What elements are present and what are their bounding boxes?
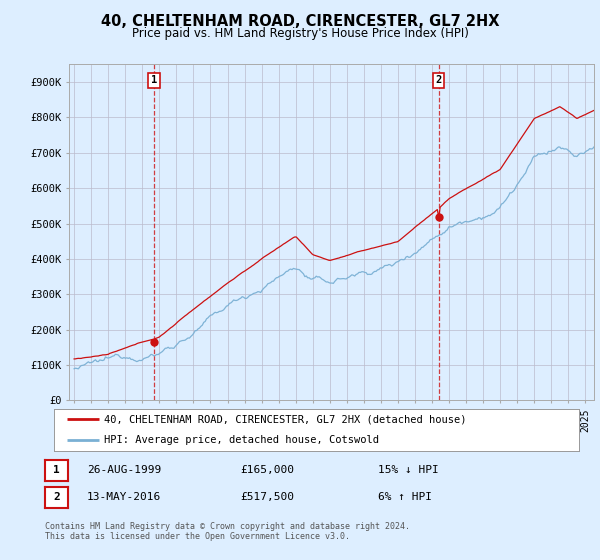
Text: Contains HM Land Registry data © Crown copyright and database right 2024.
This d: Contains HM Land Registry data © Crown c… (45, 522, 410, 542)
Text: 2: 2 (53, 492, 60, 502)
Text: 13-MAY-2016: 13-MAY-2016 (87, 492, 161, 502)
Text: HPI: Average price, detached house, Cotswold: HPI: Average price, detached house, Cots… (104, 435, 379, 445)
Text: 6% ↑ HPI: 6% ↑ HPI (378, 492, 432, 502)
Text: Price paid vs. HM Land Registry's House Price Index (HPI): Price paid vs. HM Land Registry's House … (131, 27, 469, 40)
Text: 40, CHELTENHAM ROAD, CIRENCESTER, GL7 2HX: 40, CHELTENHAM ROAD, CIRENCESTER, GL7 2H… (101, 14, 499, 29)
Text: 2: 2 (436, 75, 442, 85)
Text: 1: 1 (53, 465, 60, 475)
Text: £517,500: £517,500 (240, 492, 294, 502)
Text: 40, CHELTENHAM ROAD, CIRENCESTER, GL7 2HX (detached house): 40, CHELTENHAM ROAD, CIRENCESTER, GL7 2H… (104, 414, 466, 424)
Text: 1: 1 (151, 75, 157, 85)
Text: £165,000: £165,000 (240, 465, 294, 475)
Text: 15% ↓ HPI: 15% ↓ HPI (378, 465, 439, 475)
Text: 26-AUG-1999: 26-AUG-1999 (87, 465, 161, 475)
